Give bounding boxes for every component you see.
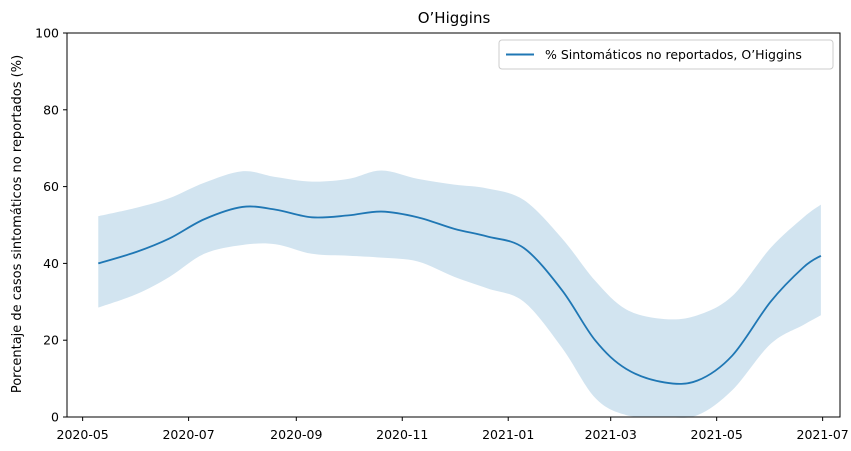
confidence-band (98, 170, 821, 418)
x-tick-label: 2020-11 (376, 427, 428, 442)
y-tick-label: 20 (43, 333, 59, 348)
x-tick-label: 2020-05 (57, 427, 109, 442)
chart-title: O’Higgins (418, 9, 491, 27)
y-tick-label: 0 (51, 410, 59, 425)
y-tick-label: 80 (43, 102, 59, 117)
legend-entry-label: % Sintomáticos no reportados, O’Higgins (545, 47, 802, 62)
y-tick-label: 40 (43, 256, 59, 271)
plot-frame (66, 32, 841, 418)
legend-box (498, 39, 834, 70)
y-axis: 0 20 40 60 80 100 (35, 26, 67, 425)
x-axis: 2020-05 2020-07 2020-09 2020-11 2021-01 2021-… (57, 417, 849, 442)
x-tick-label: 2021-07 (797, 427, 849, 442)
x-tick-label: 2020-09 (270, 427, 322, 442)
x-tick-label: 2021-05 (691, 427, 743, 442)
plot-area (98, 170, 822, 418)
x-tick-label: 2021-01 (482, 427, 534, 442)
series-line (98, 205, 822, 385)
y-tick-label: 60 (43, 179, 59, 194)
legend: % Sintomáticos no reportados, O’Higgins (498, 39, 834, 70)
x-tick-label: 2020-07 (162, 427, 214, 442)
y-axis-label: Porcentaje de casos sintomáticos no repo… (10, 55, 25, 393)
x-tick-label: 2021-03 (585, 427, 637, 442)
y-tick-label: 100 (35, 26, 59, 41)
